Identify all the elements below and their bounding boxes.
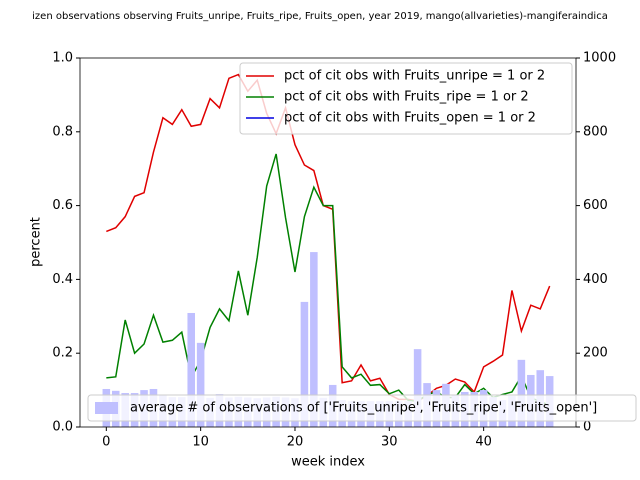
bar bbox=[196, 342, 205, 427]
y2-tick-label: 800 bbox=[583, 124, 608, 139]
legend-swatch bbox=[95, 402, 118, 414]
x-tick-label: 0 bbox=[102, 435, 110, 450]
bar bbox=[517, 359, 526, 427]
y-tick-label: 0.0 bbox=[52, 420, 73, 435]
legend-label: average # of observations of ['Fruits_un… bbox=[130, 401, 597, 416]
chart-title: izen observations observing Fruits_unrip… bbox=[32, 11, 608, 22]
x-tick-label: 10 bbox=[192, 435, 209, 450]
bar bbox=[300, 301, 309, 427]
legend-label: pct of cit obs with Fruits_open = 1 or 2 bbox=[284, 111, 536, 126]
line-series bbox=[106, 73, 551, 402]
y-tick-label: 0.2 bbox=[52, 346, 73, 361]
y2-tick-label: 1000 bbox=[583, 51, 616, 66]
bar bbox=[187, 312, 195, 427]
y-tick-label: 1.0 bbox=[52, 51, 73, 66]
y-tick-label: 0.4 bbox=[52, 272, 73, 287]
legend-label: pct of cit obs with Fruits_ripe = 1 or 2 bbox=[284, 90, 529, 105]
y2-tick-label: 600 bbox=[583, 198, 608, 213]
x-axis-label: week index bbox=[291, 455, 365, 470]
plot-frame bbox=[79, 57, 577, 428]
legend-box bbox=[239, 62, 573, 135]
y-tick-label: 0.6 bbox=[52, 198, 73, 213]
bar bbox=[310, 252, 318, 427]
y-axis-label: percent bbox=[29, 217, 44, 267]
legend-label: pct of cit obs with Fruits_unripe = 1 or… bbox=[284, 69, 545, 84]
y2-tick-label: 200 bbox=[583, 346, 608, 361]
y2-tick-label: 0 bbox=[583, 420, 591, 435]
x-tick-label: 20 bbox=[287, 435, 304, 450]
bar bbox=[413, 349, 422, 427]
x-tick-label: 30 bbox=[381, 435, 398, 450]
legend-box bbox=[87, 394, 637, 422]
y2-tick-label: 400 bbox=[583, 272, 608, 287]
x-tick-label: 40 bbox=[475, 435, 492, 450]
y-tick-label: 0.8 bbox=[52, 124, 73, 139]
